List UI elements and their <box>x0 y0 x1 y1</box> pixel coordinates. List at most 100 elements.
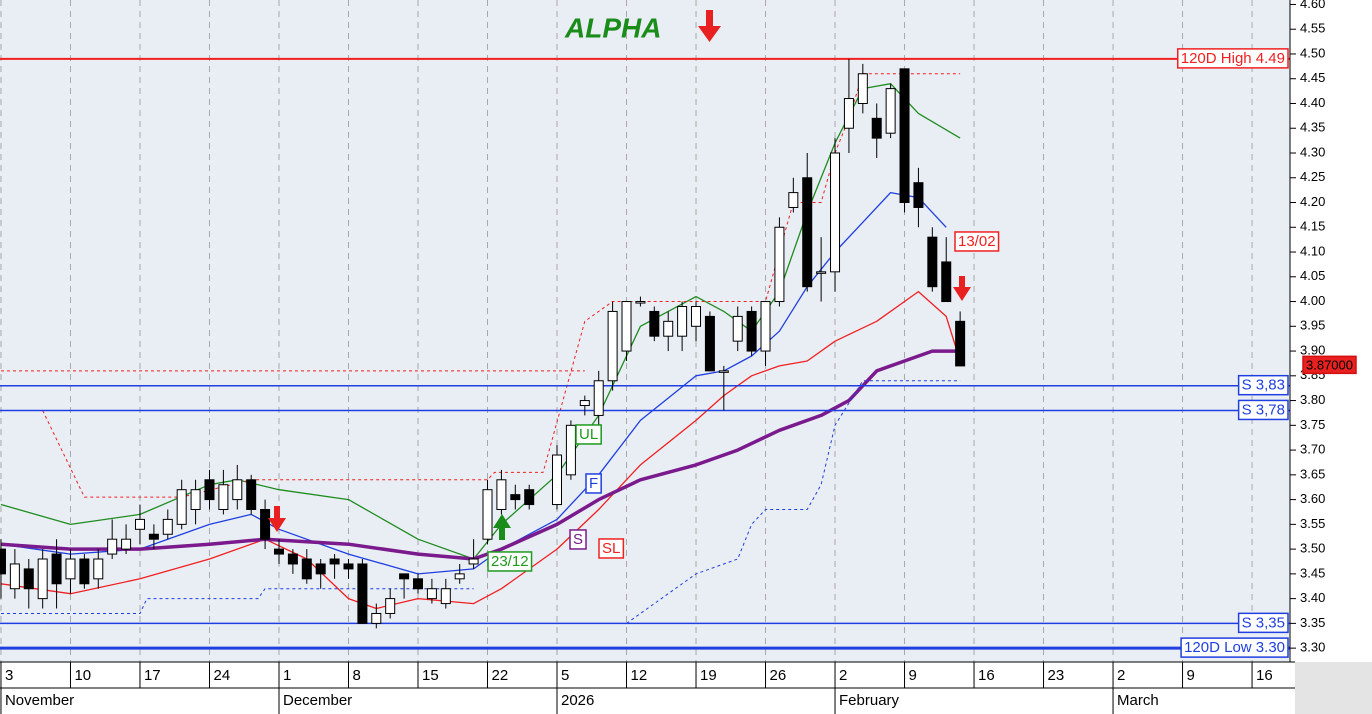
candle-body <box>691 305 702 327</box>
y-tick-label: 3.55 <box>1300 516 1325 531</box>
candle-body <box>788 192 799 208</box>
candle-body <box>273 548 284 555</box>
candle-body <box>385 598 396 614</box>
arrow-down <box>953 276 971 301</box>
month-label: March <box>1117 692 1159 709</box>
candle-body <box>857 73 868 104</box>
candle-body <box>79 558 90 585</box>
candle-body <box>621 301 632 352</box>
label-box <box>1302 355 1357 375</box>
candle-body <box>746 310 757 352</box>
label-box <box>1237 612 1289 634</box>
candle-body <box>93 558 104 580</box>
candle-body <box>23 568 34 590</box>
candle-body <box>260 508 271 540</box>
last-price: 3.87000 <box>1306 357 1353 372</box>
x-tick-label: 19 <box>700 667 717 684</box>
annotation: S <box>573 531 583 548</box>
candle-body <box>885 88 896 134</box>
x-tick-label: 8 <box>352 667 360 684</box>
annotation: F <box>589 475 598 492</box>
label-box <box>575 424 602 445</box>
candle-body <box>218 484 229 510</box>
arrow-down <box>268 506 286 532</box>
y-tick-label: 4.60 <box>1300 0 1325 11</box>
month-label: November <box>5 692 74 709</box>
y-tick-label: 3.70 <box>1300 442 1325 457</box>
plot-background <box>0 0 1290 662</box>
candle-body <box>162 518 173 535</box>
candle-body <box>941 261 952 303</box>
x-tick-label: 16 <box>978 667 995 684</box>
x-tick-label: 2 <box>1117 667 1125 684</box>
candle-body <box>524 489 535 506</box>
chart-title: ALPHA <box>564 12 661 43</box>
x-tick-label: 22 <box>492 667 509 684</box>
x-tick-label: 16 <box>1256 667 1273 684</box>
candle-body <box>510 494 521 501</box>
candle-body <box>65 558 76 580</box>
candle-body <box>51 553 62 585</box>
candle-body <box>454 573 465 580</box>
candle-body <box>232 479 243 501</box>
y-tick-label: 3.60 <box>1300 491 1325 506</box>
candles <box>0 58 966 629</box>
y-tick-label: 4.05 <box>1300 268 1325 283</box>
candle-body <box>718 370 729 373</box>
label-box <box>1237 399 1289 421</box>
candle-body <box>607 310 618 382</box>
candle-body <box>343 563 354 570</box>
candle-body <box>774 226 785 303</box>
y-tick-label: 3.45 <box>1300 565 1325 580</box>
candle-body <box>802 177 813 288</box>
x-tick-label: 12 <box>631 667 648 684</box>
y-tick-label: 3.80 <box>1300 392 1325 407</box>
candle-body <box>287 553 298 565</box>
candle-body <box>426 588 437 600</box>
x-tick-label: 3 <box>5 667 13 684</box>
candle-body <box>329 558 340 565</box>
label-box <box>585 473 602 494</box>
x-tick-label: 24 <box>213 667 230 684</box>
candle-body <box>579 400 590 407</box>
candle-body <box>677 305 688 337</box>
levels: 120D High 4.49 S 3,83 S 3,78 S 3,35 120D Low… <box>0 48 1290 658</box>
level-label: S 3,83 <box>1242 377 1285 394</box>
candle-body <box>134 518 145 530</box>
candle-body <box>927 236 938 288</box>
annotation: 13/02 <box>958 233 996 250</box>
x-tick-label: 9 <box>1187 667 1195 684</box>
annotation: SL <box>602 540 620 557</box>
candle-body <box>565 424 576 476</box>
candle-body <box>246 479 257 510</box>
y-tick-label: 3.65 <box>1300 466 1325 481</box>
x-tick-label: 17 <box>144 667 161 684</box>
y-tick-label: 4.15 <box>1300 219 1325 234</box>
candle-body <box>148 533 159 540</box>
candle-body <box>871 117 882 139</box>
indicator-line <box>0 349 961 561</box>
level-label: S 3,35 <box>1242 614 1285 631</box>
label-box <box>487 551 533 572</box>
label-box <box>569 529 587 550</box>
candle-body <box>440 588 451 605</box>
level-label: S 3,78 <box>1242 401 1285 418</box>
y-axis-background <box>1290 0 1372 662</box>
candle-body <box>468 558 479 565</box>
month-label: February <box>839 692 900 709</box>
arrow-down <box>698 10 721 42</box>
candle-body <box>913 182 924 208</box>
candle-body <box>955 320 966 367</box>
label-box <box>954 231 1000 252</box>
x-tick-label: 10 <box>74 667 91 684</box>
candle-body <box>176 489 187 525</box>
y-tick-label: 4.35 <box>1300 120 1325 135</box>
indicator-line <box>1 380 961 624</box>
arrow-up <box>493 514 511 540</box>
level-label: 120D High 4.49 <box>1181 50 1285 67</box>
y-tick-label: 4.40 <box>1300 95 1325 110</box>
candle-body <box>760 301 771 352</box>
y-tick-label: 4.00 <box>1300 293 1325 308</box>
